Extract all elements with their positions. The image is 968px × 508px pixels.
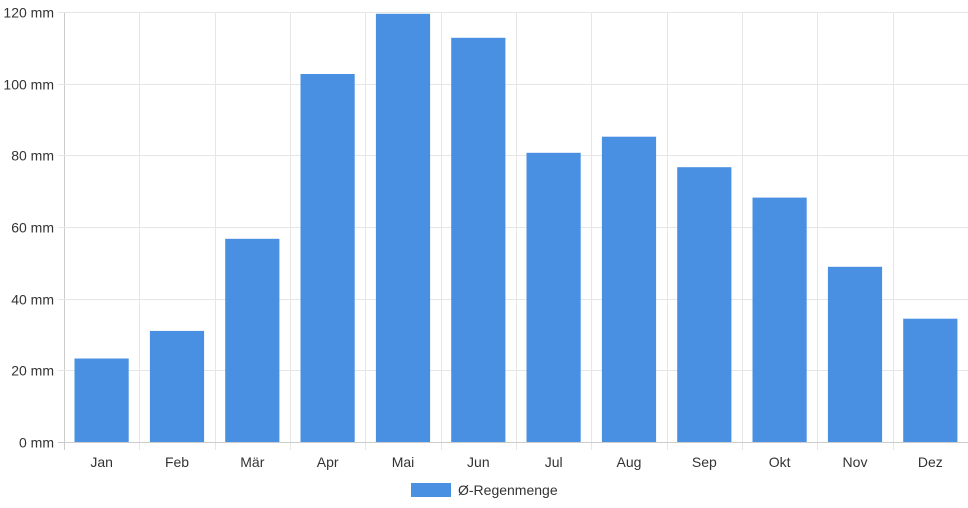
bar-mär[interactable]: [225, 238, 280, 442]
bar-sep[interactable]: [677, 167, 732, 442]
x-tick-label: Feb: [165, 454, 189, 470]
x-tick-label: Jul: [545, 454, 563, 470]
x-tick-label: Sep: [692, 454, 717, 470]
bar-feb[interactable]: [149, 330, 205, 442]
bar-aug[interactable]: [601, 136, 657, 442]
x-tick-label: Okt: [769, 454, 791, 470]
x-tick-label: Jun: [467, 454, 490, 470]
bar-jan[interactable]: [74, 358, 129, 443]
y-tick-label: 0 mm: [19, 435, 54, 451]
legend-label: Ø-Regenmenge: [458, 482, 558, 498]
x-tick-label: Aug: [617, 454, 642, 470]
y-tick-label: 60 mm: [11, 220, 54, 236]
bar-dez[interactable]: [903, 318, 958, 442]
x-tick-label: Dez: [918, 454, 943, 470]
x-tick-label: Jan: [90, 454, 113, 470]
y-tick-label: 40 mm: [11, 292, 54, 308]
legend-swatch: [411, 483, 451, 497]
y-tick-label: 20 mm: [11, 363, 54, 379]
x-tick-label: Apr: [317, 454, 339, 470]
y-tick-label: 120 mm: [3, 5, 54, 21]
x-tick-label: Mär: [240, 454, 264, 470]
legend[interactable]: Ø-Regenmenge: [411, 482, 558, 498]
bar-jul[interactable]: [526, 152, 581, 443]
y-tick-label: 100 mm: [3, 77, 54, 93]
bar-okt[interactable]: [752, 197, 807, 442]
grid-layer: [58, 12, 968, 450]
bar-apr[interactable]: [300, 74, 355, 442]
bar-mai[interactable]: [375, 13, 431, 443]
x-tick-label: Mai: [392, 454, 415, 470]
axis-layer: 0 mm 20 mm 40 mm 60 mm 80 mm 100 mm 120 mm Jan F…: [3, 5, 942, 471]
bar-layer: [74, 13, 958, 443]
y-tick-label: 80 mm: [11, 148, 54, 164]
bar-jun[interactable]: [451, 37, 506, 443]
bar-nov[interactable]: [827, 266, 883, 442]
x-tick-label: Nov: [843, 454, 868, 470]
